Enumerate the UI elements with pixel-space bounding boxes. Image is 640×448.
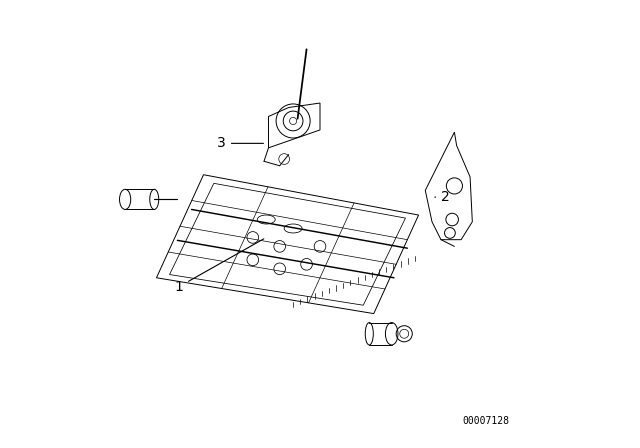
Text: 1: 1 <box>175 239 264 294</box>
Text: 00007128: 00007128 <box>462 416 509 426</box>
Text: 2: 2 <box>435 190 450 204</box>
Text: 3: 3 <box>217 136 264 151</box>
